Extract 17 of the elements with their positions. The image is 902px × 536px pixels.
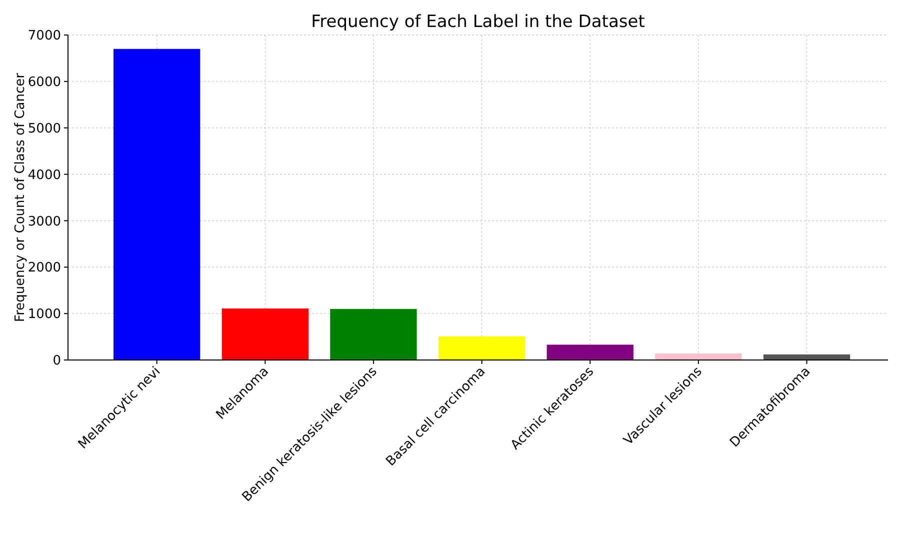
bar bbox=[113, 48, 200, 360]
y-tick-label: 1000 bbox=[28, 307, 61, 322]
y-tick-label: 0 bbox=[52, 354, 61, 369]
bar bbox=[438, 336, 526, 360]
bar bbox=[655, 354, 742, 360]
bar bbox=[546, 344, 634, 360]
y-tick-label: 7000 bbox=[28, 28, 61, 44]
y-tick-label: 4000 bbox=[28, 168, 61, 183]
chart-title: Frequency of Each Label in the Dataset bbox=[311, 12, 646, 32]
y-tick-label: 6000 bbox=[28, 74, 61, 90]
y-tick-label: 3000 bbox=[28, 214, 61, 230]
y-tick-label: 5000 bbox=[28, 121, 61, 136]
y-axis-title: Frequency or Count of Class of Cancer bbox=[13, 72, 28, 322]
bar bbox=[763, 354, 850, 360]
y-tick-label: 2000 bbox=[28, 260, 61, 276]
bar bbox=[330, 308, 417, 360]
bar bbox=[222, 308, 308, 360]
